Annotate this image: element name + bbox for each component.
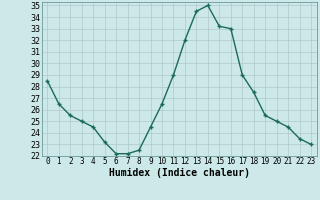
X-axis label: Humidex (Indice chaleur): Humidex (Indice chaleur) [109,168,250,178]
